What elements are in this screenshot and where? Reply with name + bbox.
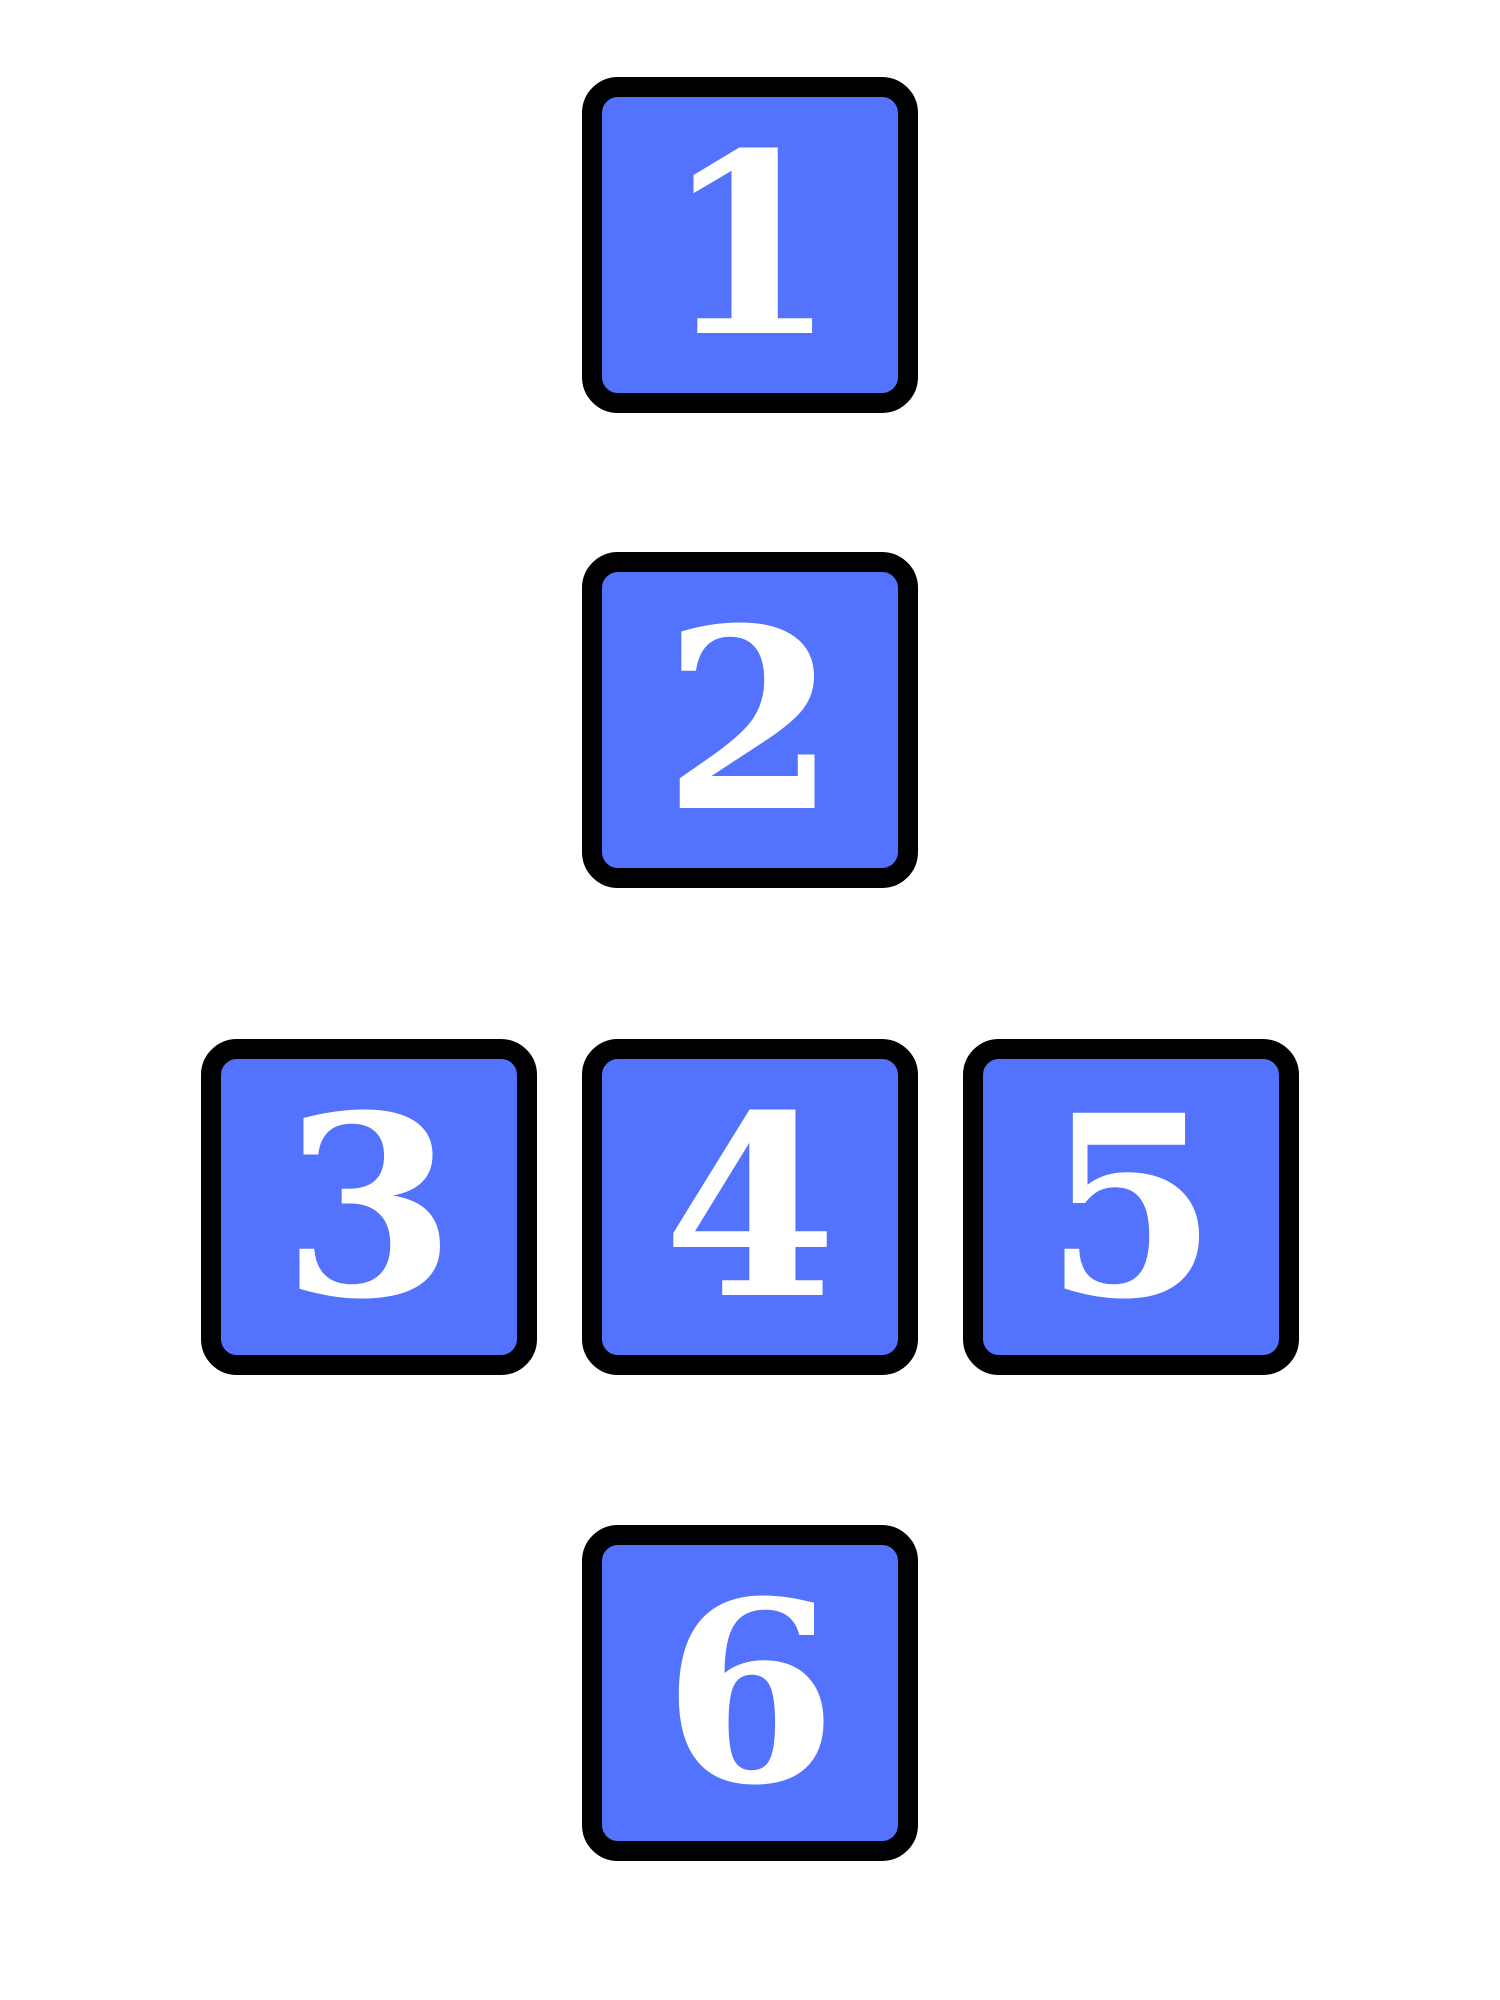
tile-2[interactable]: 2 [582, 552, 918, 888]
tile-5-label: 5 [1044, 1060, 1218, 1354]
tile-5[interactable]: 5 [963, 1039, 1299, 1375]
tile-3-label: 3 [282, 1060, 456, 1354]
tile-4-label: 4 [663, 1060, 837, 1354]
tile-3[interactable]: 3 [201, 1039, 537, 1375]
tile-6[interactable]: 6 [582, 1525, 918, 1861]
tile-2-label: 2 [663, 573, 837, 867]
tile-4[interactable]: 4 [582, 1039, 918, 1375]
tile-6-label: 6 [663, 1546, 837, 1840]
tile-1[interactable]: 1 [582, 77, 918, 413]
tile-1-label: 1 [663, 98, 837, 392]
